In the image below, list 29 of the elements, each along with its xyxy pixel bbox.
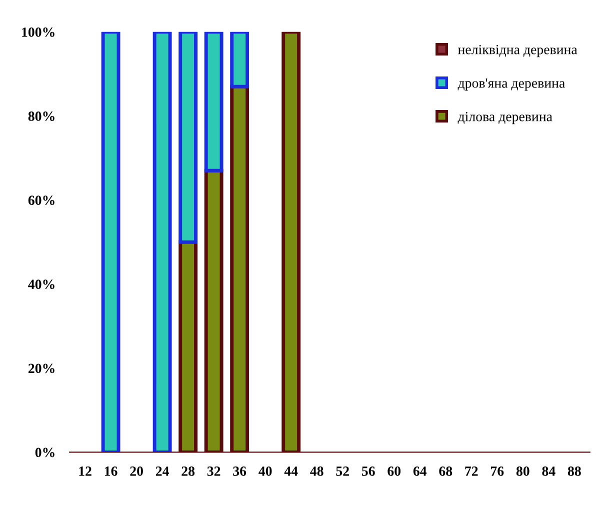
- x-tick-label: 68: [439, 466, 452, 476]
- x-tick-label: 32: [207, 466, 220, 476]
- x-tick-label: 76: [491, 466, 504, 476]
- y-tick-label: 60%: [28, 196, 54, 206]
- y-tick-label: 80%: [28, 112, 54, 121]
- x-tick-label: 20: [130, 466, 143, 476]
- y-tick-label: 0%: [35, 448, 54, 458]
- x-tick-label: 24: [156, 466, 169, 476]
- y-tick-label: 100%: [22, 28, 54, 37]
- x-tick-label: 44: [284, 466, 298, 476]
- x-tick-label: 56: [362, 466, 375, 476]
- x-tick-label: 64: [413, 466, 427, 476]
- x-tick-label: 36: [233, 466, 246, 476]
- x-tick-label: 84: [542, 466, 556, 476]
- y-tick-label: 40%: [28, 280, 54, 290]
- x-tick-label: 72: [465, 466, 478, 476]
- x-tick-label: 80: [516, 466, 530, 476]
- x-tick-label: 16: [104, 466, 118, 476]
- x-tick-label: 40: [258, 466, 272, 476]
- legend-label: дров'яна деревина: [458, 78, 565, 91]
- x-tick-label: 52: [336, 466, 349, 476]
- legend-label: неліквідна деревина: [458, 44, 578, 58]
- x-tick-label: 88: [568, 466, 581, 476]
- x-tick-label: 28: [182, 466, 195, 476]
- x-tick-label: 60: [388, 466, 401, 476]
- x-tick-label: 48: [310, 466, 324, 476]
- x-tick-label: 12: [79, 466, 92, 476]
- y-tick-label: 20%: [28, 364, 54, 374]
- legend-label: ділова деревина: [458, 112, 552, 124]
